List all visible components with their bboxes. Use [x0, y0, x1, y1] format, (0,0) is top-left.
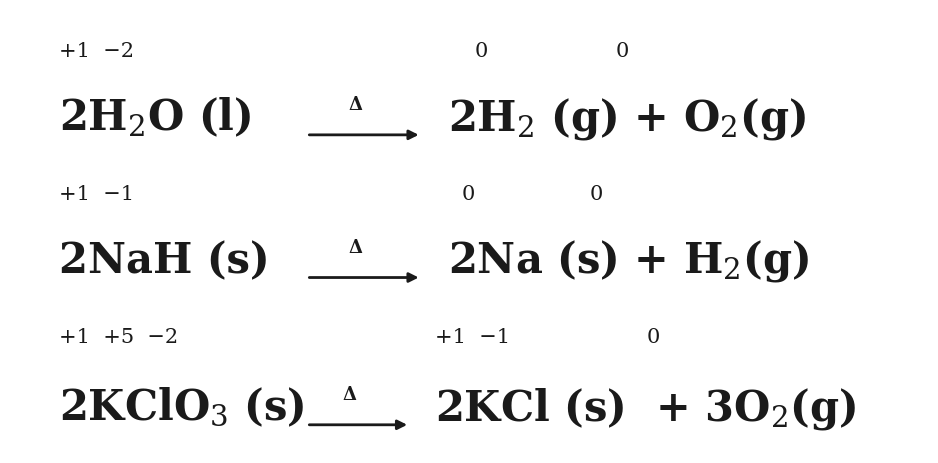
Text: Δ: Δ — [342, 386, 356, 404]
Text: Δ: Δ — [348, 96, 362, 114]
Text: 0: 0 — [475, 42, 488, 61]
Text: 0: 0 — [589, 185, 603, 204]
Text: 2H$_2$ (g) + O$_2$(g): 2H$_2$ (g) + O$_2$(g) — [448, 96, 806, 142]
Text: 0: 0 — [461, 185, 475, 204]
Text: 2KCl (s)  + 3O$_2$(g): 2KCl (s) + 3O$_2$(g) — [434, 386, 856, 432]
Text: 2H$_2$O (l): 2H$_2$O (l) — [59, 96, 251, 139]
Text: 0: 0 — [647, 327, 660, 347]
Text: 2Na (s) + H$_2$(g): 2Na (s) + H$_2$(g) — [448, 238, 809, 284]
Text: +1  −1: +1 −1 — [434, 327, 510, 347]
Text: +1  +5  −2: +1 +5 −2 — [59, 327, 178, 347]
Text: +1  −2: +1 −2 — [59, 42, 134, 61]
Text: +1  −1: +1 −1 — [59, 185, 134, 204]
Text: Δ: Δ — [348, 239, 362, 257]
Text: 2NaH (s): 2NaH (s) — [59, 240, 269, 282]
Text: 2KClO$_3$ (s): 2KClO$_3$ (s) — [59, 386, 305, 429]
Text: 0: 0 — [616, 42, 629, 61]
